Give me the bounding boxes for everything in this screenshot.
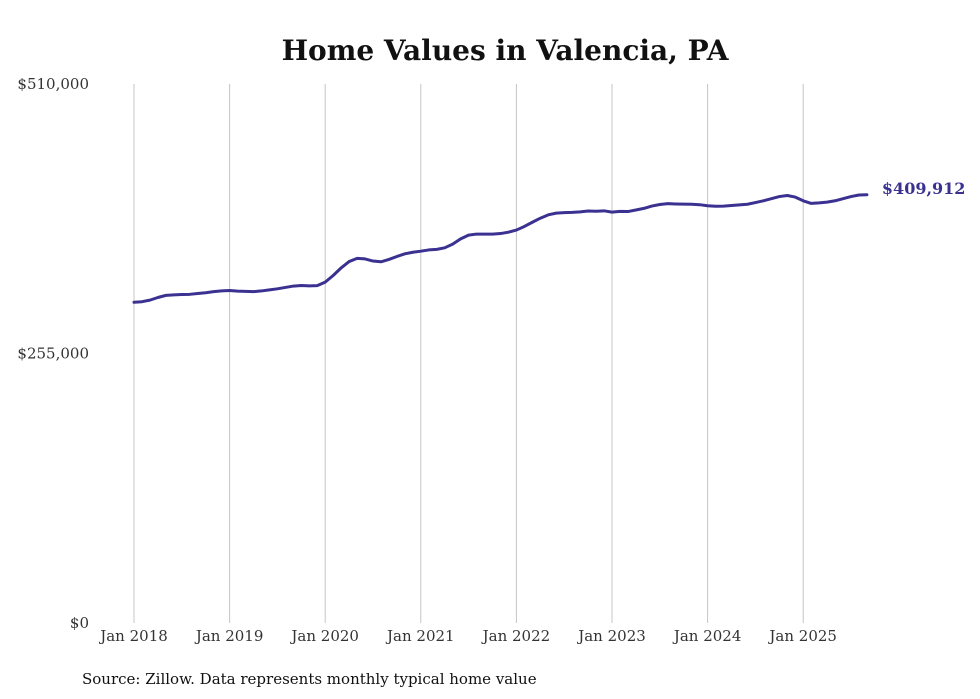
y-tick-label: $0 <box>70 614 89 632</box>
last-value-label: $409,912 <box>882 179 966 198</box>
x-tick-label: Jan 2023 <box>576 627 646 645</box>
x-tick-label: Jan 2022 <box>481 627 551 645</box>
series-layer <box>132 193 869 304</box>
x-tick-label: Jan 2019 <box>194 627 264 645</box>
source-note: Source: Zillow. Data represents monthly … <box>82 670 537 688</box>
x-tick-label: Jan 2021 <box>385 627 455 645</box>
gridlines <box>133 84 804 623</box>
y-tick-label: $255,000 <box>17 345 89 363</box>
x-tick-label: Jan 2018 <box>98 627 168 645</box>
chart-title: Home Values in Valencia, PA <box>282 34 730 67</box>
y-axis-ticks: $0 $255,000 $510,000 <box>17 75 89 632</box>
y-tick-label: $510,000 <box>17 75 89 93</box>
x-tick-label: Jan 2020 <box>289 627 359 645</box>
x-tick-label: Jan 2024 <box>672 627 742 645</box>
x-tick-label: Jan 2025 <box>767 627 837 645</box>
series-line-0 <box>132 193 869 304</box>
x-axis-ticks: Jan 2018 Jan 2019 Jan 2020 Jan 2021 Jan 2022… <box>98 627 837 645</box>
